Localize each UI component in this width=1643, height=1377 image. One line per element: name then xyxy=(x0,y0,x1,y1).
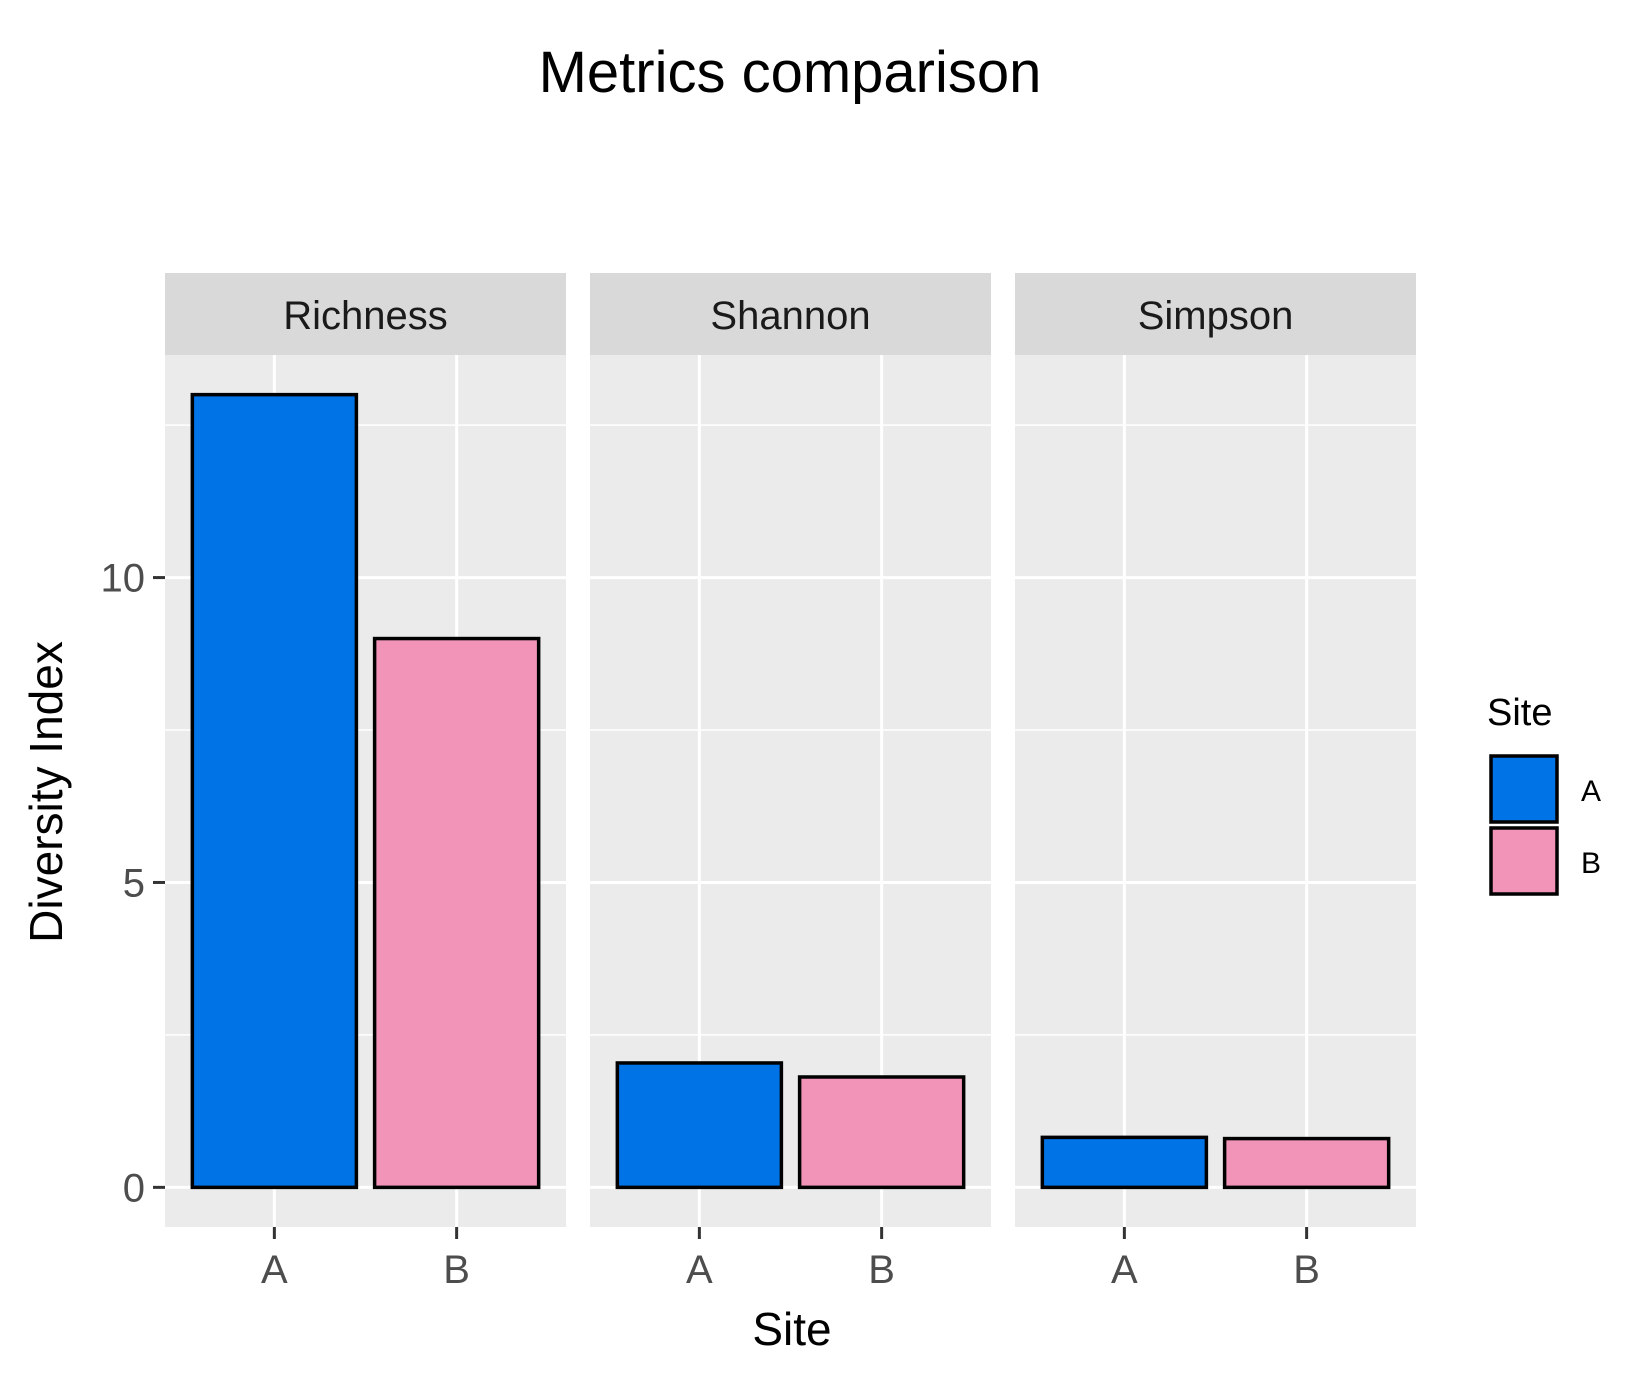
bar-richness-b xyxy=(372,636,541,1190)
panel-background xyxy=(1015,355,1416,1227)
x-tick-label: A xyxy=(261,1248,288,1292)
chart-title: Metrics comparison xyxy=(539,40,1042,105)
y-axis-title: Diversity Index xyxy=(20,641,72,943)
bar-simpson-a xyxy=(1040,1135,1209,1190)
legend-label-a: A xyxy=(1581,775,1601,808)
bar-shannon-a xyxy=(615,1061,784,1190)
facet-panel-richness: Richness xyxy=(165,273,566,1227)
facet-strip xyxy=(590,273,991,355)
facet-panel-simpson: Simpson xyxy=(1015,273,1416,1227)
facet-strip-label: Richness xyxy=(283,294,448,338)
bar-shannon-b xyxy=(797,1075,966,1190)
legend: Site A B xyxy=(1487,692,1601,896)
y-tick-label: 0 xyxy=(123,1166,145,1210)
x-tick-label: B xyxy=(443,1248,470,1292)
facet-strip-label: Simpson xyxy=(1138,294,1294,338)
y-tick-label: 5 xyxy=(123,861,145,905)
x-tick-label: B xyxy=(868,1248,895,1292)
y-tick-label: 10 xyxy=(101,557,146,601)
legend-key-b xyxy=(1489,826,1559,896)
facet-panel-shannon: Shannon xyxy=(590,273,991,1227)
x-tick-label: A xyxy=(686,1248,713,1292)
facet-strip-label: Shannon xyxy=(710,294,870,338)
x-axis-title: Site xyxy=(752,1303,831,1355)
facet-strip xyxy=(165,273,566,355)
legend-label-b: B xyxy=(1581,847,1601,880)
y-axis: 0 5 10 xyxy=(101,557,165,1210)
facet-strip xyxy=(1015,273,1416,355)
bar-richness-a xyxy=(190,392,359,1190)
bar-simpson-b xyxy=(1222,1136,1391,1190)
legend-title: Site xyxy=(1487,692,1552,734)
x-tick-label: A xyxy=(1111,1248,1138,1292)
legend-key-a xyxy=(1489,754,1559,824)
x-tick-label: B xyxy=(1293,1248,1320,1292)
facet-panels: Richness Shannon Simpson xyxy=(165,273,1416,1227)
